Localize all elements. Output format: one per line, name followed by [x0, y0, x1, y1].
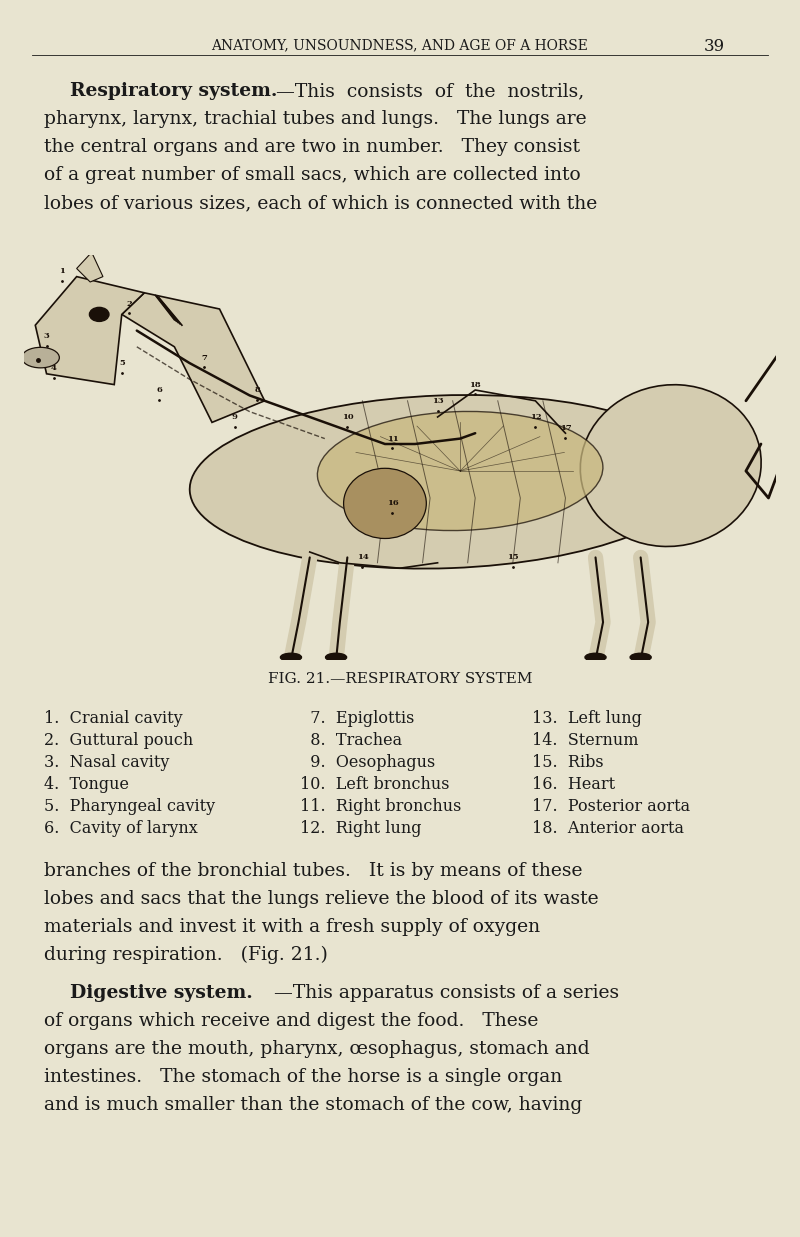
Polygon shape: [122, 293, 265, 422]
Text: 8.  Trachea: 8. Trachea: [300, 732, 402, 748]
Text: 13.  Left lung: 13. Left lung: [532, 710, 642, 727]
Text: 11: 11: [386, 434, 398, 443]
Text: 14: 14: [357, 553, 368, 562]
Text: Digestive system.: Digestive system.: [44, 983, 253, 1002]
Text: 5: 5: [119, 359, 125, 367]
Text: 15: 15: [507, 553, 518, 562]
Text: 9.  Oesophagus: 9. Oesophagus: [300, 755, 435, 771]
Text: —This  consists  of  the  nostrils,: —This consists of the nostrils,: [276, 82, 584, 100]
Ellipse shape: [580, 385, 761, 547]
Text: branches of the bronchial tubes.   It is by means of these: branches of the bronchial tubes. It is b…: [44, 862, 582, 880]
Text: 8: 8: [254, 386, 260, 395]
Text: 10: 10: [342, 413, 353, 421]
Ellipse shape: [630, 653, 651, 662]
Text: 16: 16: [386, 500, 398, 507]
Circle shape: [90, 307, 109, 322]
Text: 10.  Left bronchus: 10. Left bronchus: [300, 776, 450, 793]
Text: 11.  Right bronchus: 11. Right bronchus: [300, 798, 462, 815]
Text: 15.  Ribs: 15. Ribs: [532, 755, 604, 771]
Text: 12.  Right lung: 12. Right lung: [300, 820, 422, 837]
Text: 13: 13: [432, 397, 443, 404]
Text: 9: 9: [232, 413, 238, 421]
Text: 1.  Cranial cavity: 1. Cranial cavity: [44, 710, 182, 727]
Text: 3.  Nasal cavity: 3. Nasal cavity: [44, 755, 170, 771]
Ellipse shape: [281, 653, 302, 662]
Ellipse shape: [22, 348, 59, 367]
Text: 17.  Posterior aorta: 17. Posterior aorta: [532, 798, 690, 815]
Text: FIG. 21.—RESPIRATORY SYSTEM: FIG. 21.—RESPIRATORY SYSTEM: [268, 672, 532, 687]
Text: 39: 39: [704, 38, 725, 54]
Text: 14.  Sternum: 14. Sternum: [532, 732, 638, 748]
Text: pharynx, larynx, trachial tubes and lungs.   The lungs are: pharynx, larynx, trachial tubes and lung…: [44, 110, 586, 127]
Ellipse shape: [343, 469, 426, 538]
Ellipse shape: [326, 653, 346, 662]
Text: 2.  Guttural pouch: 2. Guttural pouch: [44, 732, 194, 748]
Text: 17: 17: [559, 424, 571, 432]
Text: 6.  Cavity of larynx: 6. Cavity of larynx: [44, 820, 198, 837]
Text: of a great number of small sacs, which are collected into: of a great number of small sacs, which a…: [44, 166, 581, 184]
Text: 3: 3: [44, 332, 50, 340]
Text: 4: 4: [51, 365, 57, 372]
Ellipse shape: [585, 653, 606, 662]
Text: during respiration.   (Fig. 21.): during respiration. (Fig. 21.): [44, 946, 328, 965]
Ellipse shape: [318, 412, 603, 531]
Text: lobes of various sizes, each of which is connected with the: lobes of various sizes, each of which is…: [44, 194, 598, 212]
Text: organs are the mouth, pharynx, œsophagus, stomach and: organs are the mouth, pharynx, œsophagus…: [44, 1040, 590, 1058]
Text: 7: 7: [202, 354, 207, 361]
Text: intestines.   The stomach of the horse is a single organ: intestines. The stomach of the horse is …: [44, 1068, 562, 1086]
Text: 1: 1: [58, 267, 65, 275]
Text: 5.  Pharyngeal cavity: 5. Pharyngeal cavity: [44, 798, 215, 815]
Text: 16.  Heart: 16. Heart: [532, 776, 615, 793]
Polygon shape: [35, 277, 144, 385]
Text: and is much smaller than the stomach of the cow, having: and is much smaller than the stomach of …: [44, 1096, 582, 1115]
Text: 12: 12: [530, 413, 541, 421]
Text: ANATOMY, UNSOUNDNESS, AND AGE OF A HORSE: ANATOMY, UNSOUNDNESS, AND AGE OF A HORSE: [211, 38, 589, 52]
Ellipse shape: [190, 395, 701, 569]
Text: —This apparatus consists of a series: —This apparatus consists of a series: [274, 983, 618, 1002]
Text: 7.  Epiglottis: 7. Epiglottis: [300, 710, 414, 727]
Text: 18: 18: [470, 381, 481, 388]
Text: 4.  Tongue: 4. Tongue: [44, 776, 129, 793]
Text: the central organs and are two in number.   They consist: the central organs and are two in number…: [44, 139, 580, 156]
Text: 6: 6: [157, 386, 162, 395]
Text: of organs which receive and digest the food.   These: of organs which receive and digest the f…: [44, 1012, 538, 1030]
Text: lobes and sacs that the lungs relieve the blood of its waste: lobes and sacs that the lungs relieve th…: [44, 889, 598, 908]
Text: materials and invest it with a fresh supply of oxygen: materials and invest it with a fresh sup…: [44, 918, 540, 936]
Text: 2: 2: [126, 299, 132, 308]
Text: 18.  Anterior aorta: 18. Anterior aorta: [532, 820, 684, 837]
Text: Respiratory system.: Respiratory system.: [44, 82, 278, 100]
Polygon shape: [77, 252, 103, 282]
